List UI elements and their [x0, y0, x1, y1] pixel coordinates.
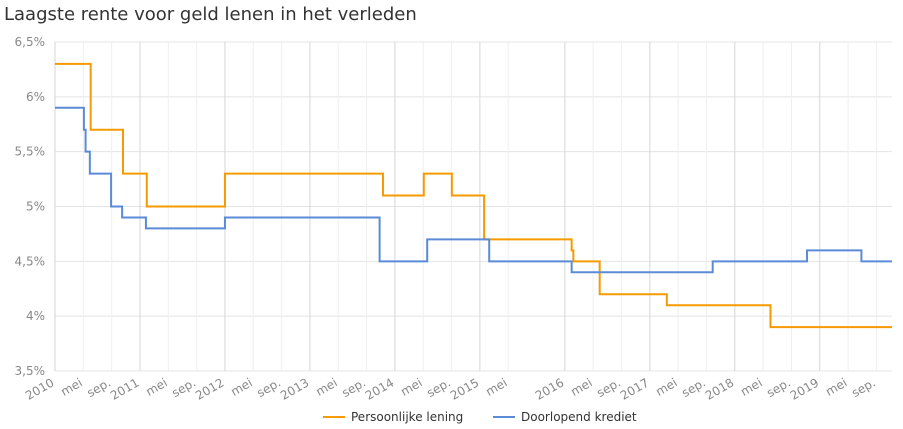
- y-tick-label: 6,5%: [15, 35, 46, 49]
- x-tick-label: sep.: [339, 375, 368, 400]
- x-tick-label: sep.: [849, 375, 878, 400]
- x-tick-label: 2016: [533, 375, 566, 402]
- x-tick-label: mei: [143, 375, 169, 398]
- x-tick-label: 2015: [448, 375, 481, 402]
- x-tick-label: mei: [823, 375, 849, 398]
- x-tick-label: sep.: [764, 375, 793, 400]
- legend-label: Persoonlijke lening: [351, 410, 463, 424]
- x-tick-label: mei: [738, 375, 764, 398]
- x-tick-label: 2014: [363, 375, 396, 402]
- y-tick-label: 4%: [26, 309, 45, 323]
- x-tick-label: sep.: [169, 375, 198, 400]
- y-tick-label: 5,5%: [15, 145, 46, 159]
- y-tick-label: 3,5%: [15, 364, 46, 378]
- y-tick-label: 6%: [26, 90, 45, 104]
- x-tick-label: mei: [398, 375, 424, 398]
- x-tick-label: 2018: [703, 375, 736, 402]
- y-tick-label: 4,5%: [15, 254, 46, 268]
- x-tick-label: mei: [568, 375, 594, 398]
- x-tick-label: mei: [653, 375, 679, 398]
- x-tick-label: sep.: [254, 375, 283, 400]
- x-tick-label: 2019: [788, 375, 821, 402]
- chart-title: Laagste rente voor geld lenen in het ver…: [4, 4, 417, 25]
- x-tick-label: mei: [228, 375, 254, 398]
- x-tick-label: 2012: [193, 375, 226, 402]
- x-tick-label: sep.: [424, 375, 453, 400]
- legend-label: Doorlopend krediet: [521, 410, 637, 424]
- x-tick-label: 2011: [108, 375, 141, 402]
- x-tick-label: 2017: [618, 375, 651, 402]
- x-tick-label: mei: [58, 375, 84, 398]
- x-tick-label: sep.: [679, 375, 708, 400]
- x-tick-label: sep.: [594, 375, 623, 400]
- y-tick-label: 5%: [26, 200, 45, 214]
- line-series: [55, 106, 892, 274]
- x-tick-label: mei: [313, 375, 339, 398]
- x-tick-label: 2010: [23, 375, 56, 402]
- line-series: [55, 62, 892, 329]
- x-tick-label: 2013: [278, 375, 311, 402]
- x-tick-label: mei: [483, 375, 509, 398]
- x-tick-label: sep.: [84, 375, 113, 400]
